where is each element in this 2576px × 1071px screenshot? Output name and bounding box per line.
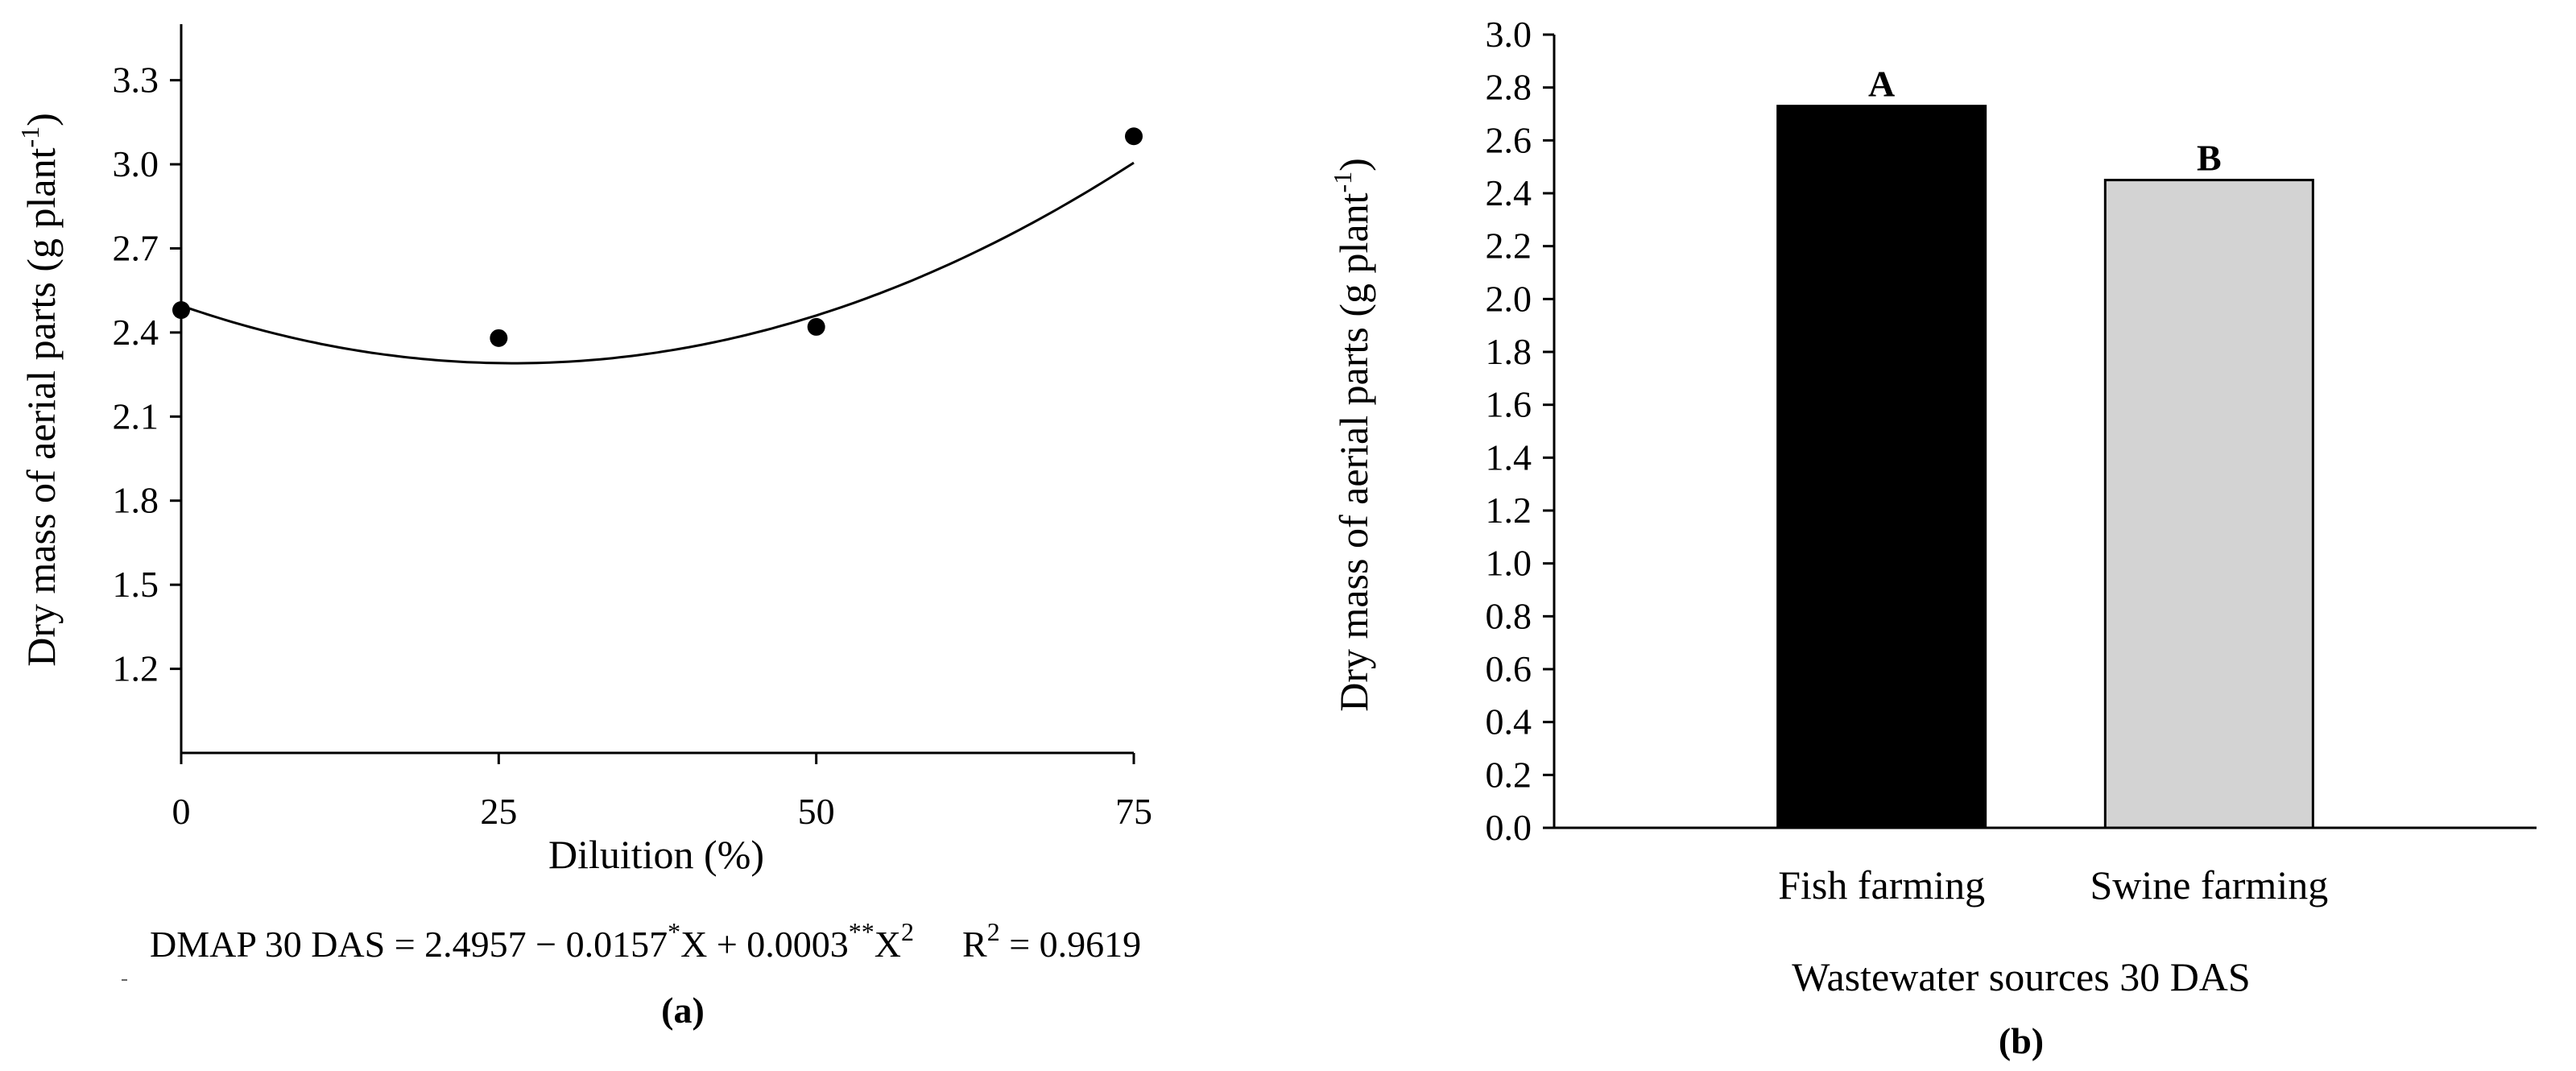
chart-b-y-tick-label: 1.2 xyxy=(1486,490,1532,531)
chart-a-x-axis-title: Diluition (%) xyxy=(548,832,764,877)
chart-a-point xyxy=(172,301,190,320)
chart-a-y-tick-label: 2.4 xyxy=(113,312,159,353)
chart-b-y-tick-label: 2.2 xyxy=(1486,225,1532,267)
chart-a-point xyxy=(807,317,825,336)
chart-b-y-tick-label: 1.8 xyxy=(1486,331,1532,372)
chart-a-y-tick-label: 3.0 xyxy=(113,143,159,184)
chart-a-y-tick-label: 2.1 xyxy=(113,395,159,436)
chart-b-panel-label: (b) xyxy=(1999,1020,2044,1061)
chart-a-x-tick-label: 50 xyxy=(798,791,835,832)
chart-b-y-tick-label: 0.6 xyxy=(1486,648,1532,689)
regression-equation: DMAP 30 DAS = 2.4957 − 0.0157*X + 0.0003… xyxy=(150,917,1141,965)
chart-a-x-tick-label: 75 xyxy=(1115,791,1152,832)
chart-b-y-tick-label: 1.4 xyxy=(1486,436,1532,478)
chart-a-y-tick-label: 3.3 xyxy=(113,60,159,101)
chart-a-points xyxy=(172,127,1143,347)
chart-b-y-tick-label: 0.0 xyxy=(1486,807,1532,848)
chart-b-y-tick-label: 2.0 xyxy=(1486,278,1532,319)
chart-a-y-ticks: 1.2 1.5 1.8 2.1 2.4 2.7 3.0 3.3 xyxy=(113,60,181,689)
chart-a-panel-label: (a) xyxy=(661,990,705,1031)
chart-b: 0.0 0.2 0.4 0.6 0.8 1.0 1.2 1.4 1.6 1.8 2.0 2.2 2.4 2… xyxy=(1328,14,2537,1061)
chart-a: 1.2 1.5 1.8 2.1 2.4 2.7 3.0 3.3 0 25 50 75 Dry mas… xyxy=(15,24,1152,1031)
chart-a-y-tick-label: 2.7 xyxy=(113,227,159,268)
chart-b-bar xyxy=(1776,105,1987,829)
chart-b-y-tick-label: 0.4 xyxy=(1486,701,1532,742)
chart-b-bars: AB xyxy=(1776,64,2314,829)
chart-b-bar-letter: A xyxy=(1868,64,1895,105)
chart-b-y-tick-label: 0.2 xyxy=(1486,754,1532,795)
chart-b-y-ticks: 0.0 0.2 0.4 0.6 0.8 1.0 1.2 1.4 1.6 1.8 2.0 2.2 2.4 2… xyxy=(1486,14,1554,848)
chart-a-point xyxy=(490,329,508,347)
chart-a-y-axis-title: Dry mass of aerial parts (g plant-1) xyxy=(15,113,64,667)
chart-b-y-tick-label: 3.0 xyxy=(1486,14,1532,55)
chart-b-y-tick-label: 2.6 xyxy=(1486,119,1532,160)
chart-a-x-tick-label: 25 xyxy=(480,791,517,832)
chart-b-category-labels: Fish farming Swine farming xyxy=(1778,862,2328,908)
chart-b-bar xyxy=(2103,179,2314,829)
chart-a-y-tick-label: 1.2 xyxy=(113,648,159,689)
chart-b-y-tick-label: 2.4 xyxy=(1486,172,1532,213)
chart-a-point xyxy=(1125,127,1143,146)
chart-b-category-label: Swine farming xyxy=(2090,862,2328,908)
chart-b-y-axis-title: Dry mass of aerial parts (g plant-1) xyxy=(1328,158,1376,712)
chart-b-y-tick-label: 2.8 xyxy=(1486,67,1532,108)
chart-a-x-ticks: 0 25 50 75 xyxy=(172,753,1152,832)
chart-a-x-tick-label: 0 xyxy=(172,791,191,832)
chart-b-y-tick-label: 1.6 xyxy=(1486,384,1532,425)
chart-b-x-axis-title: Wastewater sources 30 DAS xyxy=(1792,954,2250,999)
chart-b-y-tick-label: 0.8 xyxy=(1486,595,1532,636)
chart-a-y-tick-label: 1.5 xyxy=(113,564,159,605)
chart-b-category-label: Fish farming xyxy=(1778,862,1985,908)
chart-a-y-tick-label: 1.8 xyxy=(113,480,159,521)
chart-b-y-tick-label: 1.0 xyxy=(1486,543,1532,584)
chart-b-bar-letter: B xyxy=(2197,138,2222,179)
chart-a-fit-curve xyxy=(180,161,1135,365)
